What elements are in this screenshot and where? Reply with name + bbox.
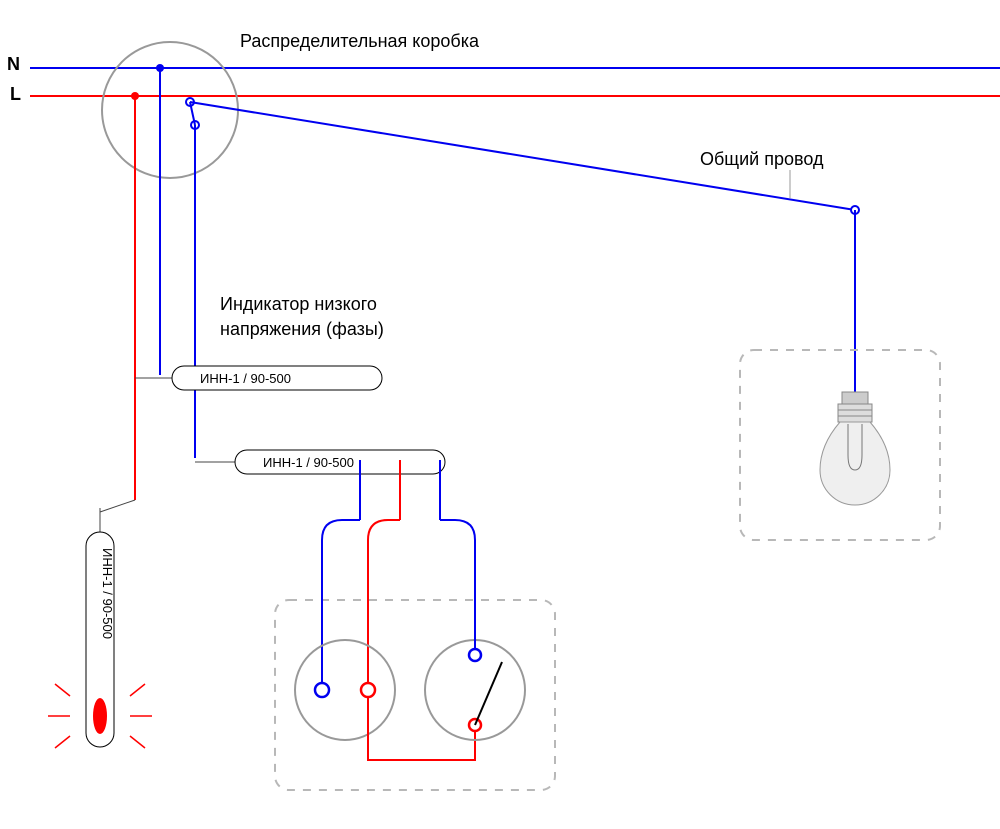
indicator-label-line2: напряжения (фазы) <box>220 319 384 339</box>
live-link-to-switch <box>368 697 475 760</box>
tester-probe-1: ИНН-1 / 90-500 <box>135 366 382 390</box>
wiring-diagram: Распределительная коробка N L Общий пров… <box>0 0 1000 829</box>
common-wire-label: Общий провод <box>700 149 824 169</box>
live-label: L <box>10 84 21 104</box>
tester-1-text: ИНН-1 / 90-500 <box>200 371 291 386</box>
tester-2-text: ИНН-1 / 90-500 <box>263 455 354 470</box>
socket-outline <box>295 640 395 740</box>
indicator-label-line1: Индикатор низкого <box>220 294 377 314</box>
tester-vertical-lead <box>100 500 135 512</box>
socket-live-terminal <box>361 683 375 697</box>
socket-neutral-terminal <box>315 683 329 697</box>
switch-lever <box>475 662 502 725</box>
tester-vert-text: ИНН-1 / 90-500 <box>100 548 115 639</box>
tester-glow-oval <box>93 698 107 734</box>
junction-box-label: Распределительная коробка <box>240 31 480 51</box>
tester-probe-vertical: ИНН-1 / 90-500 <box>48 508 152 748</box>
light-bulb-icon <box>820 392 890 505</box>
switch-terminal-top <box>469 649 481 661</box>
junction-box-circle <box>102 42 238 178</box>
neutral-label: N <box>7 54 20 74</box>
tester-probe-2: ИНН-1 / 90-500 <box>195 450 445 474</box>
